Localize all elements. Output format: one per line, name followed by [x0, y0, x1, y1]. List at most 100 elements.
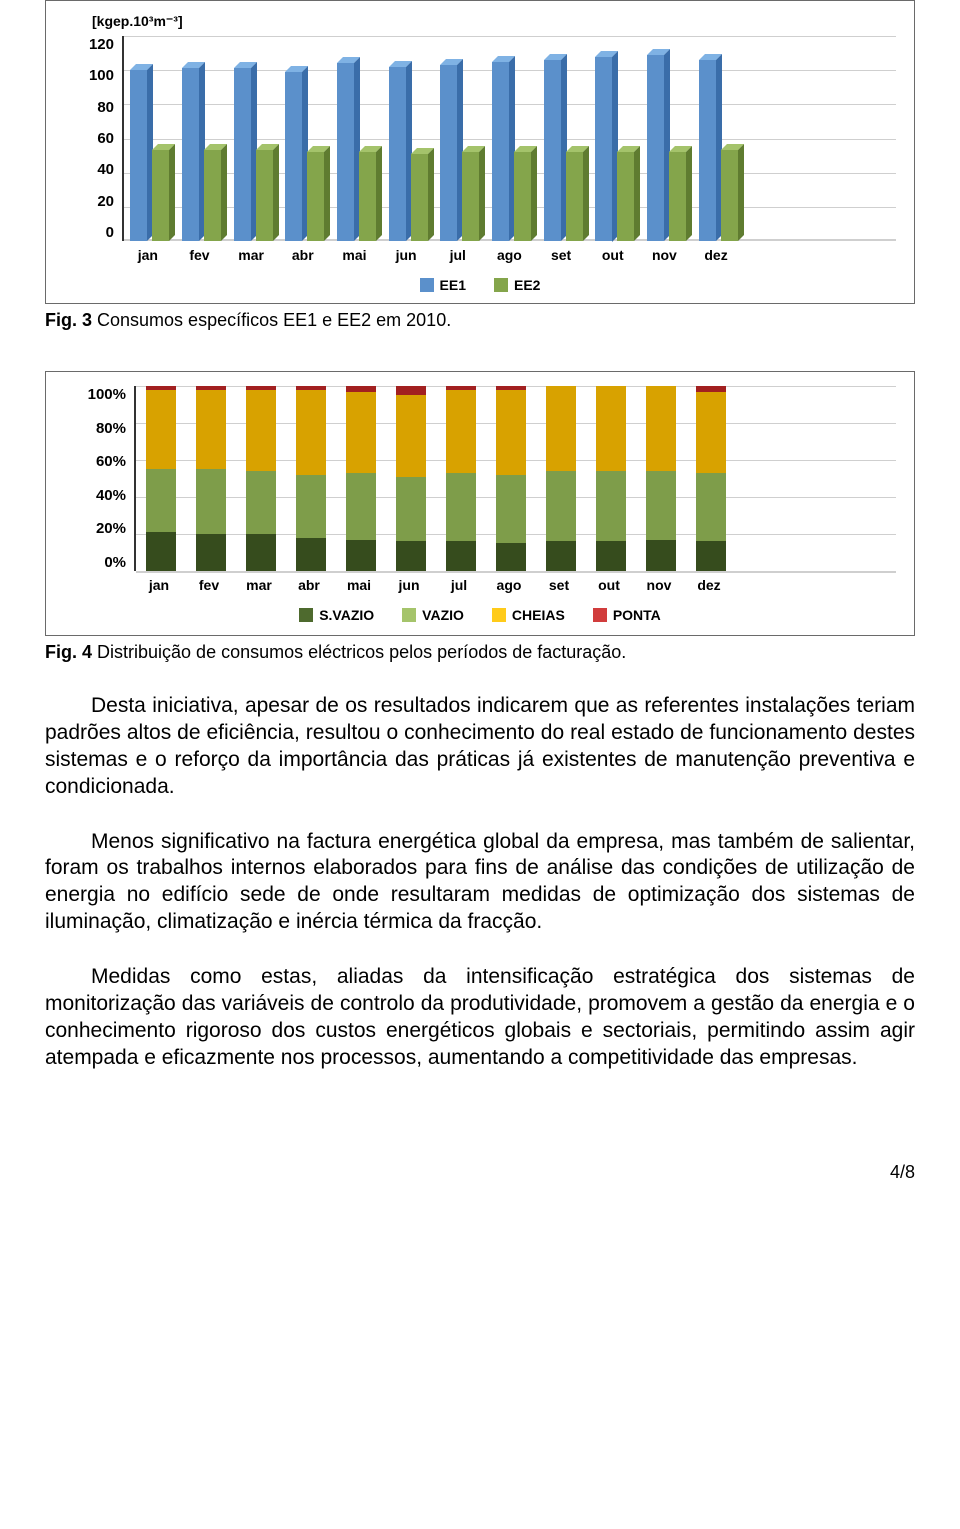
legend-label: EE1 — [440, 277, 466, 293]
chart2-segment — [146, 469, 176, 532]
chart2-ytick: 80% — [96, 420, 126, 437]
chart2-xlabel: jun — [384, 577, 434, 593]
chart2-segment — [596, 471, 626, 541]
chart2-segment — [196, 386, 226, 390]
chart2-segment — [696, 392, 726, 473]
chart1-bar — [204, 150, 221, 241]
chart1-bar — [256, 150, 273, 241]
chart2-segment — [146, 390, 176, 470]
chart2-xlabel: ago — [484, 577, 534, 593]
chart2-xlabel: jul — [434, 577, 484, 593]
chart1-ytick: 120 — [89, 36, 114, 53]
chart1-ytick: 100 — [89, 67, 114, 84]
chart1-bar — [182, 68, 199, 241]
chart1-bar — [462, 152, 479, 241]
chart1-bar-group — [285, 72, 324, 241]
legend-swatch — [402, 608, 416, 622]
chart2-xaxis: janfevmarabrmaijunjulagosetoutnovdez — [134, 577, 734, 593]
chart1-xlabel: dez — [690, 247, 742, 263]
chart2-xlabel: mar — [234, 577, 284, 593]
chart2-segment — [346, 540, 376, 571]
chart2-legend-item: S.VAZIO — [299, 607, 374, 623]
chart2-segment — [496, 543, 526, 571]
chart1-bar — [337, 63, 354, 241]
chart1-xlabel: abr — [277, 247, 329, 263]
chart1-legend-item: EE2 — [494, 277, 540, 293]
chart2-xlabel: out — [584, 577, 634, 593]
chart1-bar-group — [130, 70, 169, 241]
chart2-xlabel: fev — [184, 577, 234, 593]
chart2-segment — [646, 540, 676, 571]
chart1-xlabel: set — [535, 247, 587, 263]
chart2-plot — [134, 386, 896, 571]
chart2-gridline — [136, 571, 896, 573]
chart1-bar — [307, 152, 324, 241]
chart2-segment — [296, 390, 326, 475]
fig3-label: Fig. 3 — [45, 310, 92, 330]
chart1-xlabel: nov — [639, 247, 691, 263]
chart1-xlabel: ago — [484, 247, 536, 263]
chart2-segment — [696, 386, 726, 392]
chart2-stack — [596, 386, 626, 571]
chart2-segment — [696, 541, 726, 571]
chart1-bar — [389, 67, 406, 241]
chart1-yaxis-title: [kgep.10³m⁻³] — [92, 13, 896, 30]
chart2-stack — [146, 386, 176, 571]
chart2-segment — [296, 475, 326, 538]
chart2-segment — [596, 386, 626, 471]
chart2-xlabel: set — [534, 577, 584, 593]
chart2-segment — [396, 386, 426, 395]
chart1-bar — [617, 152, 634, 241]
legend-label: CHEIAS — [512, 607, 565, 623]
legend-label: S.VAZIO — [319, 607, 374, 623]
chart2-segment — [646, 386, 676, 471]
chart2-segment — [146, 386, 176, 390]
chart2-ytick: 60% — [96, 453, 126, 470]
chart2-row: 100%80%60%40%20%0% — [64, 386, 896, 571]
chart1-bar — [152, 150, 169, 241]
chart1-bar-group — [234, 68, 273, 241]
chart2-segment — [446, 390, 476, 473]
chart2-legend: S.VAZIO VAZIO CHEIAS PONTA — [64, 607, 896, 623]
chart1-gridline — [124, 36, 896, 37]
chart2-stack — [546, 386, 576, 571]
chart2-stack — [446, 386, 476, 571]
chart1-yaxis: 120100806040200 — [64, 36, 122, 241]
chart1-ytick: 60 — [97, 130, 114, 147]
chart1-bar-group — [337, 63, 376, 241]
chart2-stack — [296, 386, 326, 571]
fig4-text: Distribuição de consumos eléctricos pelo… — [92, 642, 626, 662]
chart2-stack — [346, 386, 376, 571]
chart2-stack — [696, 386, 726, 571]
chart1-bar — [699, 60, 716, 241]
chart2-segment — [196, 390, 226, 470]
paragraph-2: Menos significativo na factura energétic… — [45, 829, 915, 937]
chart2-segment — [346, 473, 376, 540]
chart2-segment — [496, 390, 526, 475]
chart2-segment — [296, 386, 326, 390]
legend-swatch — [492, 608, 506, 622]
chart1-ytick: 0 — [106, 224, 114, 241]
legend-swatch — [420, 278, 434, 292]
chart1-bar-group — [492, 62, 531, 241]
chart1-ytick: 40 — [97, 161, 114, 178]
chart2-segment — [246, 386, 276, 390]
chart2-stack — [646, 386, 676, 571]
chart2-segment — [346, 386, 376, 392]
chart1-ytick: 20 — [97, 193, 114, 210]
chart1-bar — [492, 62, 509, 241]
chart2-segment — [346, 392, 376, 473]
legend-label: PONTA — [613, 607, 661, 623]
chart2-ytick: 40% — [96, 487, 126, 504]
legend-label: VAZIO — [422, 607, 464, 623]
chart1-bar-group — [440, 65, 479, 241]
chart2-ytick: 100% — [88, 386, 126, 403]
chart1-bar — [440, 65, 457, 241]
chart2-stack — [246, 386, 276, 571]
chart2-segment — [246, 471, 276, 534]
chart1-container: [kgep.10³m⁻³] 120100806040200 janfevmara… — [45, 0, 915, 304]
chart1-xlabel: jul — [432, 247, 484, 263]
paragraph-1: Desta iniciativa, apesar de os resultado… — [45, 693, 915, 801]
chart2-segment — [196, 534, 226, 571]
legend-label: EE2 — [514, 277, 540, 293]
